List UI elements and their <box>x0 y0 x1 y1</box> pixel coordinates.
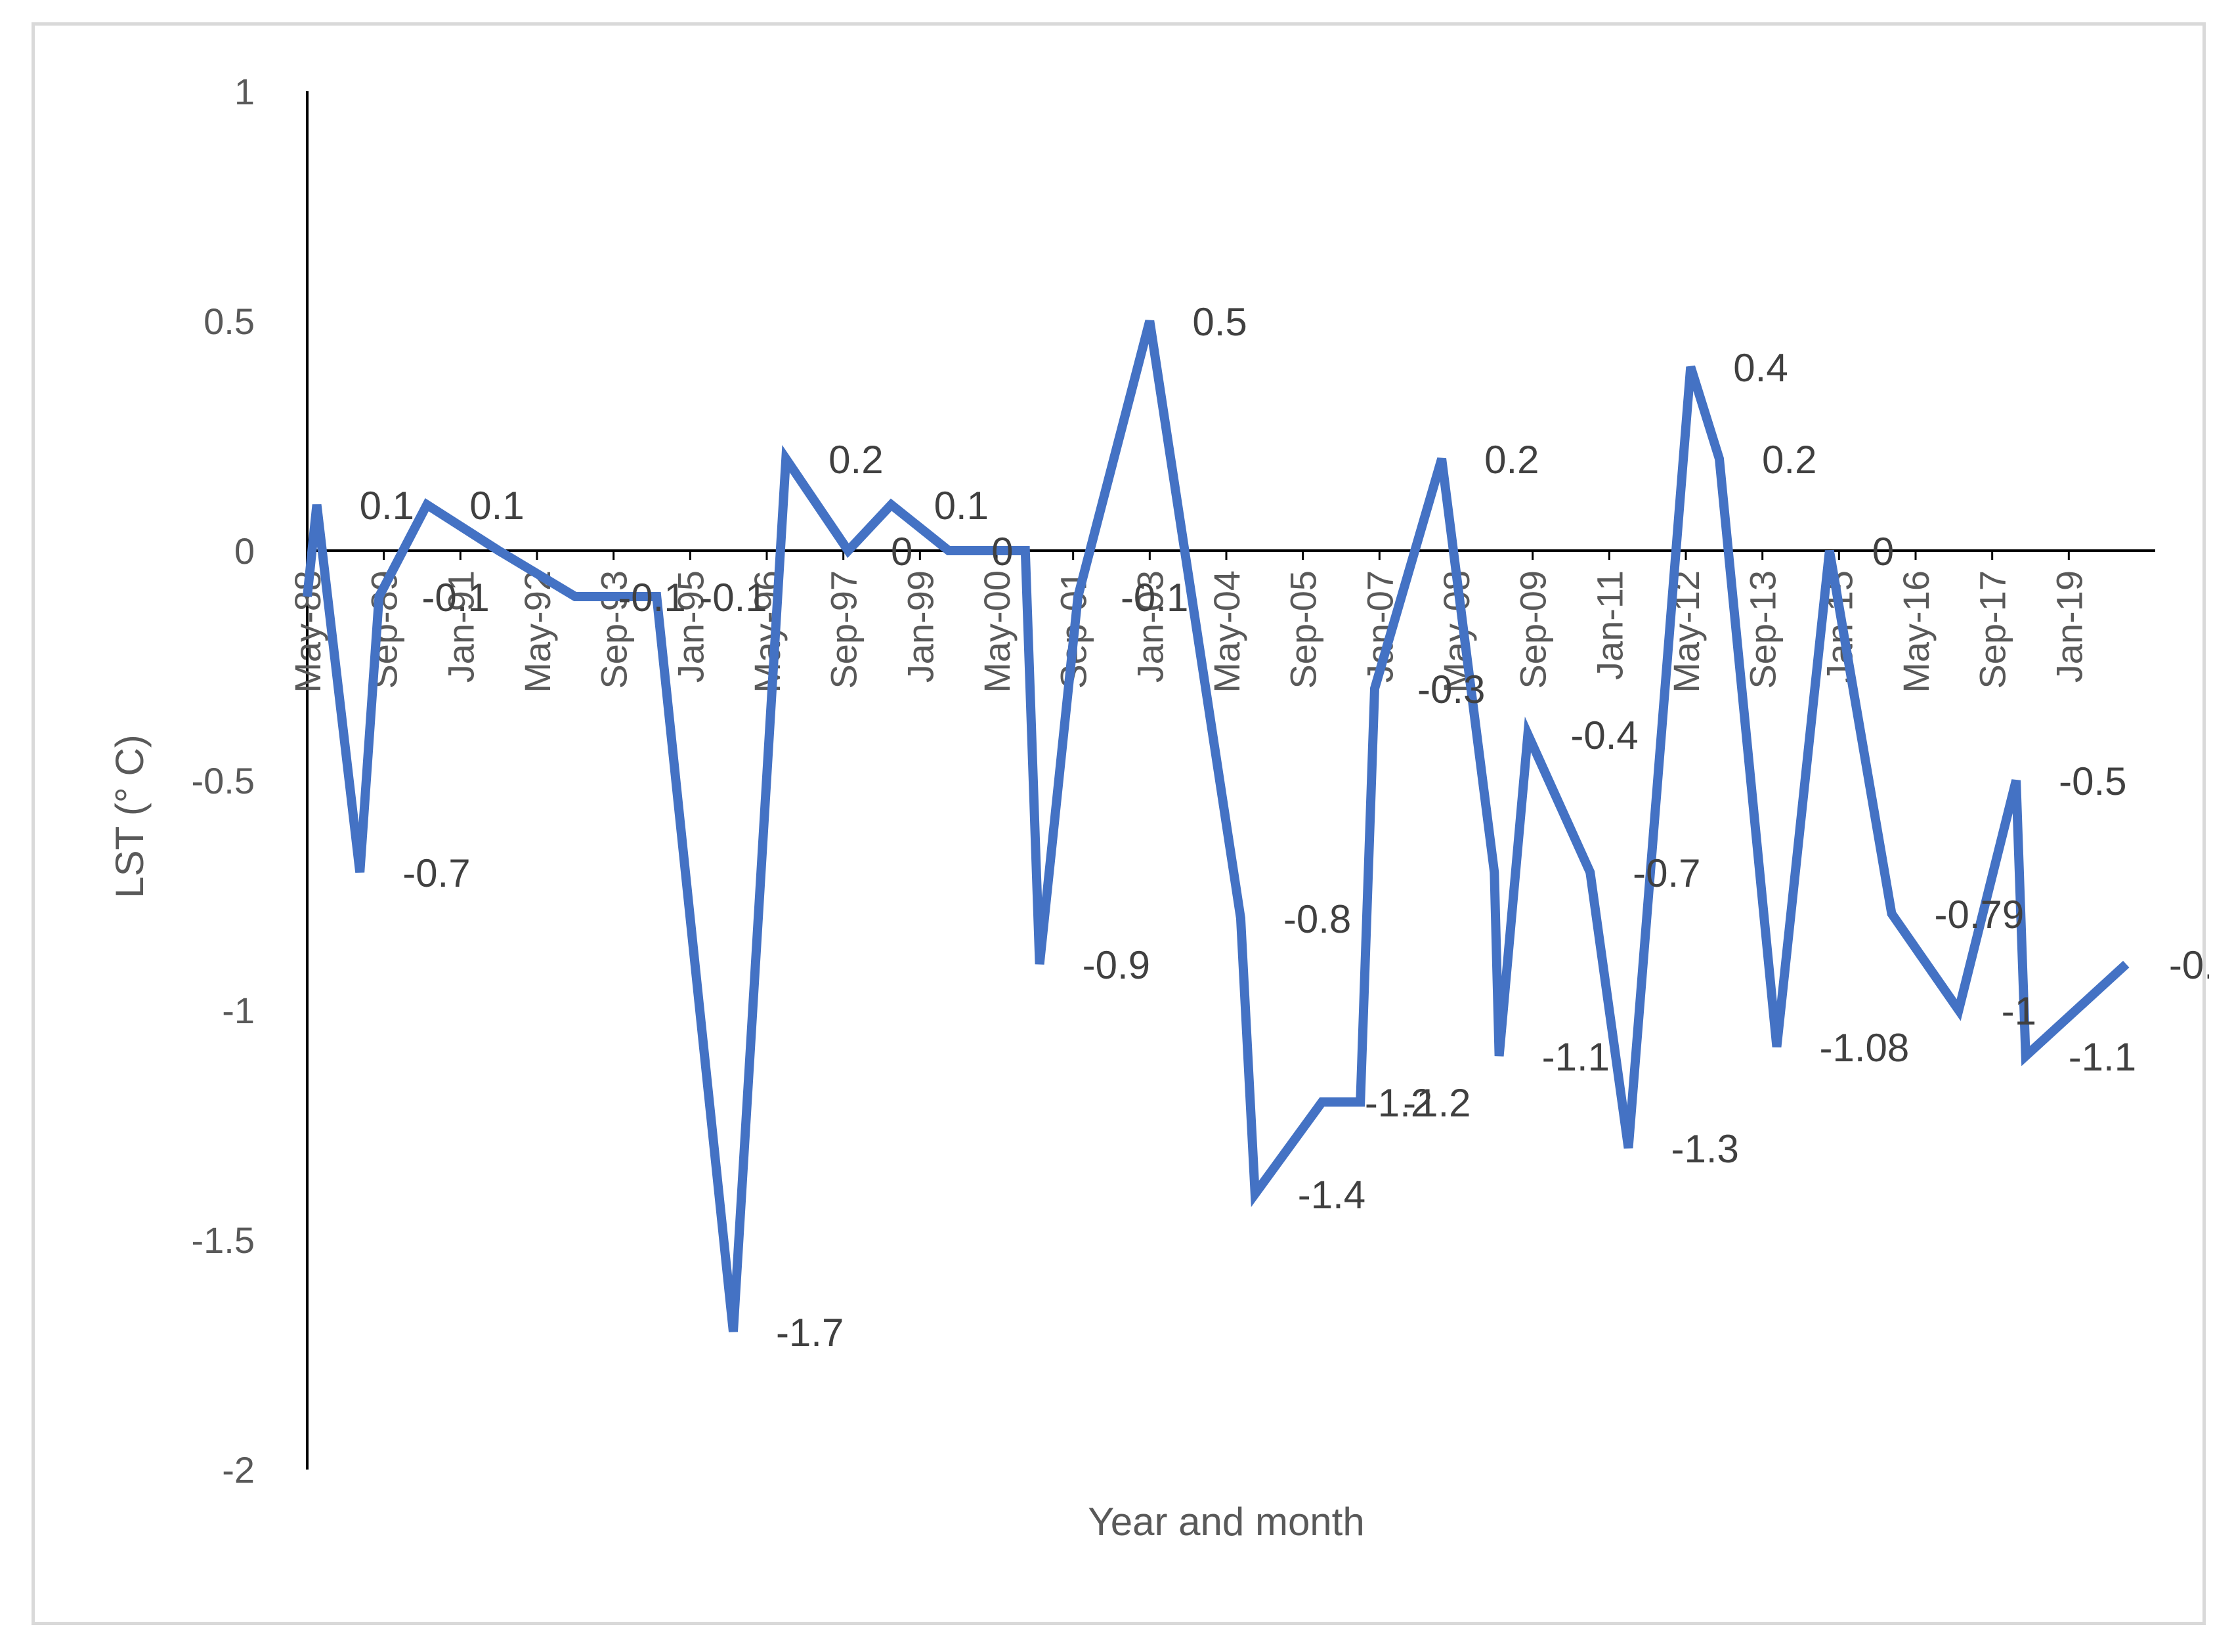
x-axis-ticks: May-88 Sep-89 Jan-91 May-92 Sep-93 Jan-95 May-… <box>287 570 2090 693</box>
data-label: -1.2 <box>1365 1081 1432 1125</box>
data-label: 0 <box>991 530 1013 574</box>
x-tick-label: May-00 <box>976 570 1018 693</box>
data-label: 0.2 <box>828 438 883 482</box>
data-label: 0.5 <box>1192 300 1247 344</box>
data-label: 0.1 <box>469 484 524 528</box>
x-axis-title: Year and month <box>1088 1500 1364 1544</box>
data-label: -1.1 <box>2069 1035 2136 1079</box>
y-tick-label: 0 <box>234 530 255 572</box>
chart-frame: 1 0.5 0 -0.5 -1 -1.5 -2 May-88 Sep-89 Jan-91 May-… <box>32 22 2209 1625</box>
data-labels: 0.1-0.7-0.10.1-0.1 -0.1-1.70.200.10-0.9-0… <box>360 300 2209 1355</box>
data-label: -0.7 <box>402 851 470 895</box>
data-label: -0.8 <box>1283 897 1351 941</box>
data-label: -0.3 <box>1417 667 1485 711</box>
data-label: -0.1 <box>699 576 767 620</box>
data-label: -0.9 <box>2169 943 2209 987</box>
data-label: -0.5 <box>2059 759 2126 803</box>
x-tick-label: Jan-03 <box>1129 570 1171 683</box>
y-tick-label: -0.5 <box>192 760 255 801</box>
x-tick-label: Jan-11 <box>1589 570 1630 680</box>
data-label: -0.1 <box>421 576 489 620</box>
data-label: 0.4 <box>1733 346 1788 390</box>
x-tick-label: May-92 <box>517 570 558 693</box>
data-label: 0.1 <box>934 484 989 528</box>
data-label: -1.7 <box>776 1311 844 1355</box>
x-tick-label: May-16 <box>1895 570 1937 693</box>
lst-series-line <box>303 320 2130 1332</box>
data-label: 0 <box>891 530 913 574</box>
x-tick-label: Sep-93 <box>593 570 635 689</box>
data-label: -0.4 <box>1570 713 1638 757</box>
y-tick-label: -1 <box>222 990 255 1031</box>
x-tick-label: Jan-91 <box>440 570 481 683</box>
data-label: -1 <box>2002 989 2036 1033</box>
data-label: -1.3 <box>1671 1127 1739 1171</box>
data-label: -1.08 <box>1820 1026 1910 1070</box>
data-label: 0.2 <box>1484 438 1539 482</box>
x-tick-label: Sep-97 <box>823 570 865 689</box>
x-tick-label: Sep-05 <box>1283 570 1324 689</box>
y-axis-ticks: 1 0.5 0 -0.5 -1 -1.5 -2 <box>192 71 255 1491</box>
x-tick-label: Jan-99 <box>899 570 941 683</box>
x-tick-label: Sep-17 <box>1972 570 2013 689</box>
data-label: 0.1 <box>360 484 414 528</box>
y-tick-label: -2 <box>222 1449 255 1491</box>
data-label: -0.79 <box>1935 893 2025 937</box>
x-tick-label: Sep-13 <box>1742 570 1784 689</box>
line-chart: 10.50-0.5-1-1.5-2 May-88 Sep-89 Jan-91 May-… <box>108 71 2209 1544</box>
data-label: 0 <box>1872 530 1894 574</box>
y-tick-label: 0.5 <box>204 301 255 342</box>
data-label: 0.2 <box>1762 438 1816 482</box>
x-tick-label: Sep-09 <box>1513 570 1554 689</box>
data-label: -0.7 <box>1633 851 1700 895</box>
data-label: -0.9 <box>1083 943 1150 987</box>
data-label: -0.1 <box>1121 576 1188 620</box>
data-label: -1.4 <box>1298 1173 1365 1217</box>
x-tick-label: Jan-19 <box>2048 570 2090 683</box>
x-tick-label: Jan-95 <box>670 570 711 683</box>
y-axis-title: LST (° C) <box>108 734 152 899</box>
data-label: -1.2 <box>1403 1081 1471 1125</box>
data-label: -1.1 <box>1542 1035 1610 1079</box>
data-label: -0.1 <box>618 576 685 620</box>
x-tick-label: May-04 <box>1206 570 1247 693</box>
y-tick-label: -1.5 <box>192 1219 255 1261</box>
y-tick-label: 1 <box>234 71 255 112</box>
